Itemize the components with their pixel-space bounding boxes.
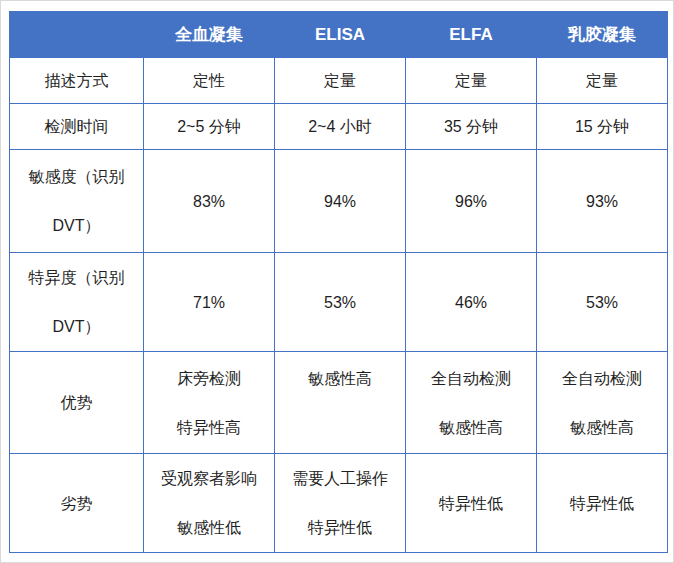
row-label-cell: 优势 <box>10 352 144 454</box>
cell-text-line: 定性 <box>144 59 274 103</box>
cell-text-line: 描述方式 <box>10 59 143 103</box>
cell-text-line: 96% <box>406 177 536 226</box>
cell-text-line: 46% <box>406 278 536 327</box>
cell-text-line: 83% <box>144 177 274 226</box>
cell-text-line: 全自动检测 <box>406 354 536 403</box>
cell-text-line: 敏感性高 <box>537 403 667 452</box>
cell-text-line: 特异性低 <box>537 479 667 528</box>
table-cell: 定量 <box>406 58 537 104</box>
table-cell: 特异性低 <box>406 454 537 553</box>
cell-text-line: 全自动检测 <box>537 354 667 403</box>
table-row: 优势床旁检测特异性高敏感性高全自动检测敏感性高全自动检测敏感性高 <box>10 352 668 454</box>
table-row: 特异度（识别DVT）71%53%46%53% <box>10 253 668 352</box>
row-label-cell: 敏感度（识别DVT） <box>10 150 144 253</box>
table-cell: 46% <box>406 253 537 352</box>
header-row: 全血凝集ELISAELFA乳胶凝集 <box>10 12 668 58</box>
table-cell: 53% <box>537 253 668 352</box>
row-label-cell: 检测时间 <box>10 104 144 150</box>
cell-text-line: 35 分钟 <box>406 105 536 149</box>
table-cell: 床旁检测特异性高 <box>144 352 275 454</box>
cell-text-line: 94% <box>275 177 405 226</box>
cell-text-line: 优势 <box>10 378 143 427</box>
table-cell: 94% <box>275 150 406 253</box>
cell-text-line: 特异性低 <box>406 479 536 528</box>
comparison-table: 全血凝集ELISAELFA乳胶凝集 描述方式定性定量定量定量检测时间2~5 分钟… <box>9 11 668 553</box>
cell-text-line: 敏感性高 <box>275 354 405 403</box>
cell-text-line: 劣势 <box>10 479 143 528</box>
table-cell: 93% <box>537 150 668 253</box>
table-cell: 敏感性高 <box>275 352 406 454</box>
table-cell: 96% <box>406 150 537 253</box>
column-header: ELISA <box>275 12 406 58</box>
table-row: 描述方式定性定量定量定量 <box>10 58 668 104</box>
cell-text-line: 53% <box>275 278 405 327</box>
cell-text-line: 特异性高 <box>144 403 274 452</box>
cell-text-line: DVT） <box>10 302 143 351</box>
column-header: 乳胶凝集 <box>537 12 668 58</box>
table-cell: 受观察者影响敏感性低 <box>144 454 275 553</box>
table-row: 敏感度（识别DVT）83%94%96%93% <box>10 150 668 253</box>
table-cell: 83% <box>144 150 275 253</box>
table-cell: 定量 <box>537 58 668 104</box>
table-cell: 71% <box>144 253 275 352</box>
table-cell: 特异性低 <box>537 454 668 553</box>
cell-text-line: 71% <box>144 278 274 327</box>
table-cell: 全自动检测敏感性高 <box>406 352 537 454</box>
table-cell: 全自动检测敏感性高 <box>537 352 668 454</box>
cell-text-line: 需要人工操作 <box>275 454 405 503</box>
cell-text-line: 敏感性高 <box>406 403 536 452</box>
cell-text-line: 2~4 小时 <box>275 105 405 149</box>
table-body: 描述方式定性定量定量定量检测时间2~5 分钟2~4 小时35 分钟15 分钟敏感… <box>10 58 668 553</box>
row-label-cell: 特异度（识别DVT） <box>10 253 144 352</box>
cell-text-line: 定量 <box>537 59 667 103</box>
table-row: 检测时间2~5 分钟2~4 小时35 分钟15 分钟 <box>10 104 668 150</box>
cell-text-line: 特异性低 <box>275 503 405 552</box>
cell-text-line: 定量 <box>406 59 536 103</box>
column-header: 全血凝集 <box>144 12 275 58</box>
column-header: ELFA <box>406 12 537 58</box>
cell-text-line: DVT） <box>10 201 143 250</box>
cell-text-line: 15 分钟 <box>537 105 667 149</box>
cell-text-line: 床旁检测 <box>144 354 274 403</box>
cell-text-line: 特异度（识别 <box>10 253 143 302</box>
table-cell: 定性 <box>144 58 275 104</box>
cell-text-line: 定量 <box>275 59 405 103</box>
table-cell: 定量 <box>275 58 406 104</box>
corner-header-cell <box>10 12 144 58</box>
cell-text-line: 93% <box>537 177 667 226</box>
table-cell: 35 分钟 <box>406 104 537 150</box>
table-cell: 2~5 分钟 <box>144 104 275 150</box>
page: 全血凝集ELISAELFA乳胶凝集 描述方式定性定量定量定量检测时间2~5 分钟… <box>0 0 674 563</box>
row-label-cell: 劣势 <box>10 454 144 553</box>
table-cell: 53% <box>275 253 406 352</box>
cell-text-line: 2~5 分钟 <box>144 105 274 149</box>
cell-text-line: 53% <box>537 278 667 327</box>
cell-text-line: 敏感性低 <box>144 503 274 552</box>
row-label-cell: 描述方式 <box>10 58 144 104</box>
cell-text-line: 受观察者影响 <box>144 454 274 503</box>
table-cell: 需要人工操作特异性低 <box>275 454 406 553</box>
table-cell: 2~4 小时 <box>275 104 406 150</box>
table-row: 劣势受观察者影响敏感性低需要人工操作特异性低特异性低特异性低 <box>10 454 668 553</box>
cell-text-line: 敏感度（识别 <box>10 152 143 201</box>
cell-text-line: 检测时间 <box>10 105 143 149</box>
table-cell: 15 分钟 <box>537 104 668 150</box>
cell-blank-line <box>275 403 405 452</box>
